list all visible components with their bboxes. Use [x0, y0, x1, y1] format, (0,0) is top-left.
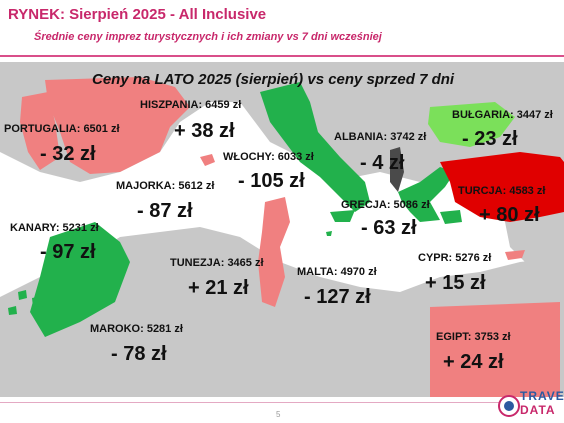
- region-hiszpania: [45, 77, 190, 174]
- region-maroko: [30, 222, 130, 337]
- label-portugalia: PORTUGALIA: 6501 zł: [4, 123, 120, 135]
- page-title: RYNEK: Sierpień 2025 - All Inclusive: [8, 6, 267, 23]
- region-grecja-islands: [440, 210, 462, 224]
- label-bulgaria: BUŁGARIA: 3447 zł: [452, 109, 553, 121]
- change-egipt: + 24 zł: [443, 351, 504, 373]
- label-wlochy: WŁOCHY: 6033 zł: [223, 151, 314, 163]
- label-hiszpania: HISZPANIA: 6459 zł: [140, 99, 242, 111]
- region-egipt: [430, 302, 560, 397]
- label-maroko: MAROKO: 5281 zł: [90, 323, 183, 335]
- region-majorka: [200, 154, 215, 166]
- label-majorka: MAJORKA: 5612 zł: [116, 180, 215, 192]
- region-cypr: [505, 250, 525, 260]
- logo-text-data: DATA: [520, 403, 556, 417]
- change-majorka: - 87 zł: [137, 200, 193, 222]
- change-maroko: - 78 zł: [111, 343, 167, 365]
- change-malta: - 127 zł: [304, 286, 371, 308]
- footer-divider: [0, 402, 500, 403]
- land-africa: [0, 227, 564, 397]
- logo-text-travel: TRAVEL: [520, 389, 564, 403]
- label-kanary: KANARY: 5231 zł: [10, 222, 99, 234]
- travel-data-logo: [498, 395, 520, 417]
- region-wlochy: [260, 82, 370, 212]
- label-albania: ALBANIA: 3742 zł: [334, 131, 427, 143]
- region-kanary-1: [18, 290, 27, 300]
- change-kanary: - 97 zł: [40, 241, 96, 263]
- label-turcja: TURCJA: 4583 zł: [458, 185, 546, 197]
- region-bulgaria: [428, 102, 515, 147]
- change-turcja: + 80 zł: [479, 204, 540, 226]
- region-kanary-2: [32, 296, 43, 307]
- region-portugalia: [20, 92, 60, 170]
- map-area: [0, 62, 564, 397]
- page-subtitle: Średnie ceny imprez turystycznych i ich …: [34, 31, 382, 43]
- region-grecja: [398, 167, 455, 222]
- change-wlochy: - 105 zł: [238, 170, 305, 192]
- change-albania: - 4 zł: [360, 152, 405, 174]
- region-kanary-3: [8, 306, 17, 315]
- label-grecja: GRECJA: 5086 zł: [341, 199, 430, 211]
- change-portugalia: - 32 zł: [40, 143, 96, 165]
- header-divider: [0, 55, 564, 57]
- region-tunezja: [258, 197, 290, 307]
- region-sycylia: [330, 210, 355, 222]
- region-turcja: [440, 152, 564, 222]
- label-egipt: EGIPT: 3753 zł: [436, 331, 511, 343]
- label-cypr: CYPR: 5276 zł: [418, 252, 492, 264]
- region-malta: [326, 231, 332, 236]
- change-grecja: - 63 zł: [361, 217, 417, 239]
- change-cypr: + 15 zł: [425, 272, 486, 294]
- change-bulgaria: - 23 zł: [462, 128, 518, 150]
- map-svg: [0, 62, 564, 397]
- change-tunezja: + 21 zł: [188, 277, 249, 299]
- page-number: 5: [276, 410, 281, 419]
- region-albania: [390, 147, 404, 192]
- label-tunezja: TUNEZJA: 3465 zł: [170, 257, 264, 269]
- map-title: Ceny na LATO 2025 (sierpień) vs ceny spr…: [92, 71, 455, 88]
- label-malta: MALTA: 4970 zł: [297, 266, 377, 278]
- change-hiszpania: + 38 zł: [174, 120, 235, 142]
